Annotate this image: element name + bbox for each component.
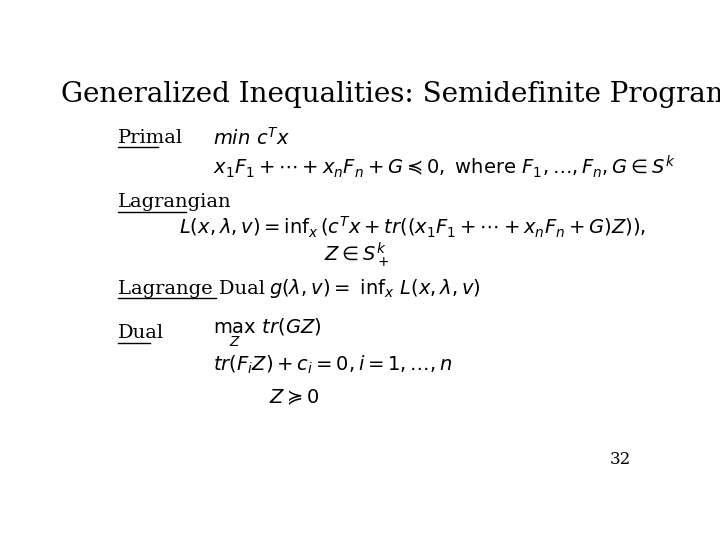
Text: $tr(F_i Z) + c_i = 0, i = 1, \ldots, n$: $tr(F_i Z) + c_i = 0, i = 1, \ldots, n$ <box>213 354 452 376</box>
Text: Generalized Inequalities: Semidefinite Program: Generalized Inequalities: Semidefinite P… <box>61 82 720 109</box>
Text: $\max_Z\ tr(GZ)$: $\max_Z\ tr(GZ)$ <box>213 317 321 349</box>
Text: $L(x, \lambda, v) = \inf_x(c^T x + tr((x_1 F_1 + \cdots + x_n F_n + G)Z)),$: $L(x, \lambda, v) = \inf_x(c^T x + tr((x… <box>179 215 647 240</box>
Text: $min\ c^T x$: $min\ c^T x$ <box>213 126 290 149</box>
Text: 32: 32 <box>610 451 631 468</box>
Text: $Z \in S^k_+$: $Z \in S^k_+$ <box>324 240 390 269</box>
Text: $x_1 F_1 + \cdots + x_n F_n + G \preceq 0,\ \mathrm{where}\ F_1, \ldots, F_n, G : $x_1 F_1 + \cdots + x_n F_n + G \preceq … <box>213 153 675 180</box>
Text: Lagrange Dual: Lagrange Dual <box>118 280 265 298</box>
Text: Primal: Primal <box>118 129 183 146</box>
Text: $g(\lambda, v)=\ \mathrm{inf}_x\ L(x, \lambda, v)$: $g(\lambda, v)=\ \mathrm{inf}_x\ L(x, \l… <box>269 277 480 300</box>
Text: Lagrangian: Lagrangian <box>118 193 232 211</box>
Text: $Z \succeq 0$: $Z \succeq 0$ <box>269 387 319 408</box>
Text: Dual: Dual <box>118 324 164 342</box>
